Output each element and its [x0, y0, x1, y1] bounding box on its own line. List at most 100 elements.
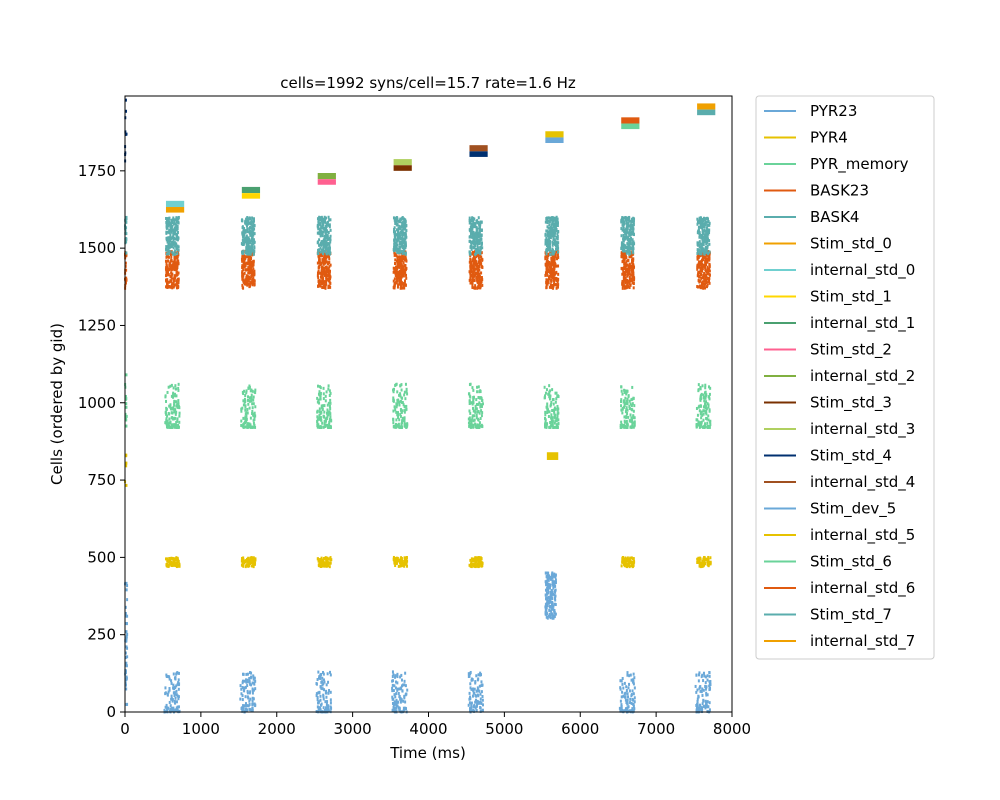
spike-mark [555, 419, 558, 423]
spike-mark [170, 268, 173, 272]
spike-mark [252, 221, 255, 225]
spike-mark [399, 412, 402, 416]
spike-mark [468, 218, 471, 222]
spike-mark [472, 260, 475, 264]
spike-mark [246, 684, 249, 688]
spike-mark [167, 559, 170, 563]
spike-mark [241, 232, 244, 236]
spike-mark [126, 655, 129, 659]
spike-mark [401, 240, 404, 244]
spike-mark [546, 583, 549, 587]
spike-mark [544, 410, 547, 414]
spike-mark [323, 227, 326, 231]
spike-mark [125, 622, 128, 626]
spike-mark [708, 258, 711, 262]
spike-mark [177, 671, 180, 675]
spike-mark [626, 698, 629, 702]
spike-mark [326, 411, 329, 415]
spike-mark [253, 561, 256, 565]
spike-mark [553, 261, 556, 265]
spike-mark [547, 216, 550, 220]
spike-mark [329, 561, 332, 565]
spike-mark [549, 615, 552, 619]
spike-mark [478, 411, 481, 415]
spike-mark [251, 238, 254, 242]
spike-mark [318, 410, 321, 414]
spike-mark [243, 686, 246, 690]
spike-mark [544, 605, 547, 609]
spike-mark [320, 231, 323, 235]
spike-mark [125, 232, 128, 236]
spike-mark [469, 395, 472, 399]
spike-mark [707, 558, 710, 562]
spike-mark [398, 276, 401, 280]
spike-mark [171, 250, 174, 254]
spike-mark [624, 237, 627, 241]
spike-mark [477, 251, 480, 255]
spike-mark [253, 223, 256, 227]
spike-mark [320, 418, 323, 422]
spike-mark [704, 273, 707, 277]
spike-mark [480, 255, 483, 259]
spike-mark [619, 687, 622, 691]
spike-mark [396, 233, 399, 237]
spike-mark [247, 696, 250, 700]
spike-mark [167, 259, 170, 263]
spike-mark [319, 223, 322, 227]
spike-mark [176, 218, 179, 222]
spike-mark [696, 413, 699, 417]
spike-mark [173, 425, 176, 429]
spike-mark [126, 598, 129, 602]
spike-mark [246, 422, 249, 426]
spike-mark [328, 389, 331, 393]
spike-mark [545, 266, 548, 270]
spike-mark [248, 422, 251, 426]
spike-mark [550, 589, 553, 593]
spike-mark [704, 396, 707, 400]
spike-mark [551, 571, 554, 575]
spike-mark [167, 706, 170, 710]
spike-mark [554, 250, 557, 254]
spike-mark [321, 271, 324, 275]
spike-mark [316, 418, 319, 422]
spike-mark [631, 278, 634, 282]
spike-mark [626, 692, 629, 696]
spike-mark [317, 398, 320, 402]
spike-mark [553, 281, 556, 285]
spike-mark [328, 252, 331, 256]
spike-mark [393, 226, 396, 230]
spike-mark [631, 402, 634, 406]
spike-mark [696, 267, 699, 271]
spike-mark [708, 281, 711, 285]
spike-mark [391, 697, 394, 701]
spike-mark [400, 388, 403, 392]
spike-mark [392, 557, 395, 561]
spike-mark [251, 706, 254, 710]
spike-mark [398, 233, 401, 237]
spike-mark [546, 581, 549, 585]
spike-mark [551, 581, 554, 585]
spike-mark [251, 228, 254, 232]
spike-mark [402, 271, 405, 275]
spike-mark [329, 701, 332, 705]
spike-mark [553, 265, 556, 269]
spike-mark [173, 558, 176, 562]
spike-mark [396, 261, 399, 265]
spike-mark [545, 579, 548, 583]
spike-mark [327, 278, 330, 282]
spike-mark [699, 397, 702, 401]
spike-mark [552, 584, 555, 588]
spike-mark [632, 270, 635, 274]
spike-mark [706, 276, 709, 280]
spike-mark [321, 240, 324, 244]
spike-mark [472, 409, 475, 413]
spike-mark [392, 279, 395, 283]
spike-mark [707, 405, 710, 409]
spike-mark [403, 281, 406, 285]
spike-mark [251, 558, 254, 562]
spike-mark [322, 239, 325, 243]
spike-mark [170, 251, 173, 255]
spike-mark [626, 242, 629, 246]
spike-mark [254, 405, 257, 409]
spike-mark [546, 241, 549, 245]
